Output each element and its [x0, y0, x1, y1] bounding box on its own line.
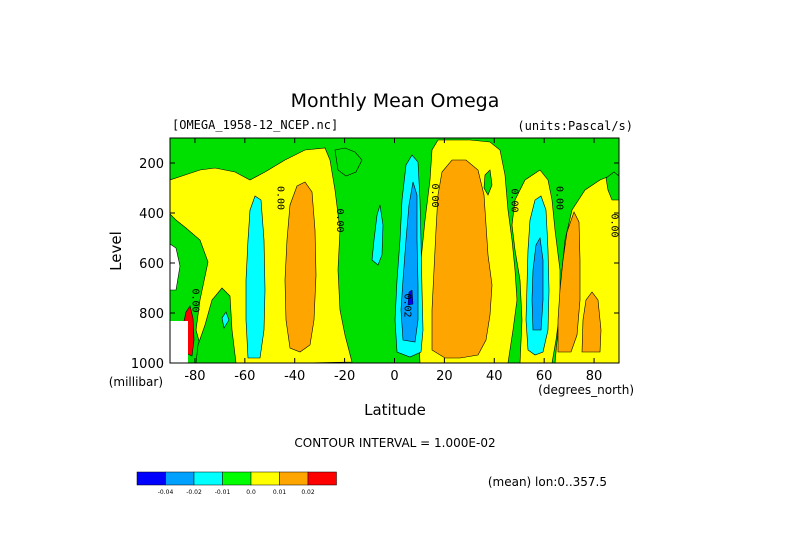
x-tick-label: -40 [284, 369, 305, 384]
y-tick-label: 200 [139, 157, 164, 172]
field-white-strip [170, 243, 181, 291]
colorbar-swatch [279, 471, 309, 486]
field-orange-nh [431, 159, 493, 359]
contour-labels: 0.00 0.00 0.00 0.00 0.02 0.00 0.00 0.00 [189, 183, 619, 317]
field-cyan-sh [245, 195, 266, 359]
x-unit: (degrees_north) [538, 383, 634, 397]
contour-label: 0.00 [554, 186, 565, 210]
y-axis-label: Level [107, 231, 125, 271]
colorbar-swatch [222, 471, 252, 486]
y-tick-label: 1000 [131, 357, 164, 372]
field-orange-east [557, 211, 581, 353]
contour-label: 0.00 [609, 213, 620, 237]
colorbar-swatch [193, 471, 223, 486]
x-tick-label: 60 [536, 369, 553, 384]
colorbar-tick-label: -0.02 [186, 489, 202, 496]
field-cyan-tiny [221, 311, 230, 329]
x-tick-label: 40 [486, 369, 503, 384]
field-green-pocket-2 [605, 171, 619, 201]
y-tick-label: 600 [139, 257, 164, 272]
chart-title: Monthly Mean Omega [291, 90, 500, 112]
x-axis: -80 -60 -40 -20 0 20 40 60 80 [184, 138, 602, 384]
colorbar-swatch [136, 471, 166, 486]
colorbar-tick-label: 0.01 [273, 489, 287, 496]
colorbar-tick-label: -0.04 [158, 489, 174, 496]
x-tick-label: 0 [390, 369, 398, 384]
x-axis-label: Latitude [364, 401, 426, 419]
dataset-label: [OMEGA_1958-12_NCEP.nc] [172, 118, 338, 132]
field-orange-sh [284, 181, 317, 353]
plot-area: -80 -60 -40 -20 0 20 40 60 80 200 400 600 800 1000 0… [131, 137, 620, 384]
x-tick-label: -60 [234, 369, 255, 384]
field-blue-eq-core [407, 289, 414, 306]
colorbar-swatch [165, 471, 195, 486]
x-tick-label: -20 [334, 369, 355, 384]
y-tick-label: 400 [139, 207, 164, 222]
colorbar-swatch [250, 471, 280, 486]
contour-label: 0.00 [189, 288, 200, 312]
units-label: (units:Pascal/s) [517, 119, 633, 133]
x-tick-label: -80 [184, 369, 205, 384]
colorbar-tick-label: 0.0 [246, 489, 256, 496]
field-blue-nh [531, 237, 544, 331]
field-green-pocket [334, 147, 363, 177]
field-green-sliver [483, 169, 493, 196]
mean-note: (mean) lon:0..357.5 [488, 475, 607, 489]
field-orange-far-east [581, 291, 602, 353]
x-tick-label: 80 [586, 369, 603, 384]
field-cyan-small [371, 204, 384, 266]
y-tick-label: 800 [139, 307, 164, 322]
contour-label: 0.00 [429, 183, 440, 207]
colorbar-tick-label: -0.01 [215, 489, 231, 496]
y-axis: 200 400 600 800 1000 [131, 157, 619, 372]
contour-interval: CONTOUR INTERVAL = 1.000E-02 [294, 436, 495, 450]
field-blue-eq [400, 181, 419, 343]
contour-label: 0.02 [401, 293, 412, 317]
contour-field [170, 138, 619, 363]
contour-label: 0.00 [274, 186, 285, 210]
y-unit: (millibar) [109, 375, 163, 389]
field-green-lower [195, 287, 237, 363]
colorbar: -0.04 -0.02 -0.01 0.0 0.01 0.02 [136, 471, 337, 496]
contour-label: 0.00 [334, 208, 345, 232]
field-undefined-region [170, 321, 188, 363]
x-tick-label: 20 [436, 369, 453, 384]
contour-label: 0.00 [509, 188, 520, 212]
colorbar-swatch [307, 471, 337, 486]
colorbar-tick-label: 0.02 [301, 489, 315, 496]
